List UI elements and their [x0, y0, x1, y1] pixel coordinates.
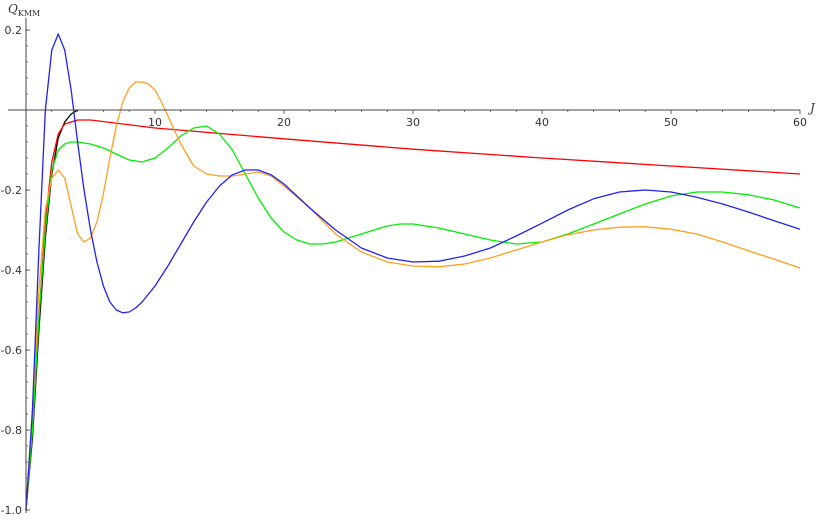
series-layer: [25, 33, 801, 511]
y-tick-label: -1.0: [1, 504, 22, 517]
y-axis-label: QKMM: [8, 2, 40, 18]
axes-layer: [8, 18, 800, 513]
series-line-5: [25, 33, 801, 511]
y-tick-label: -0.8: [1, 424, 22, 437]
y-tick-label: 0.2: [5, 24, 23, 37]
x-axis-label: J: [807, 101, 816, 115]
x-tick-label: 60: [793, 116, 807, 129]
series-line-2: [25, 119, 801, 511]
x-tick-label: 20: [277, 116, 291, 129]
x-tick-label: 10: [148, 116, 162, 129]
series-line-3: [25, 125, 801, 511]
y-axis-label-sub: KMM: [18, 9, 40, 18]
x-tick-label: 40: [535, 116, 549, 129]
y-tick-label: -0.4: [1, 264, 22, 277]
y-axis-label-main: Q: [8, 2, 18, 16]
series-line-4: [25, 81, 801, 511]
y-tick-label: -0.2: [1, 184, 22, 197]
x-tick-label: 50: [664, 116, 678, 129]
ticks-layer: 10 20 30 40 50 60 0.2 -0.2 -0.4 -0.6 -0.8 -1.0: [1, 24, 807, 517]
y-tick-label: -0.6: [1, 344, 22, 357]
x-tick-label: 30: [406, 116, 420, 129]
